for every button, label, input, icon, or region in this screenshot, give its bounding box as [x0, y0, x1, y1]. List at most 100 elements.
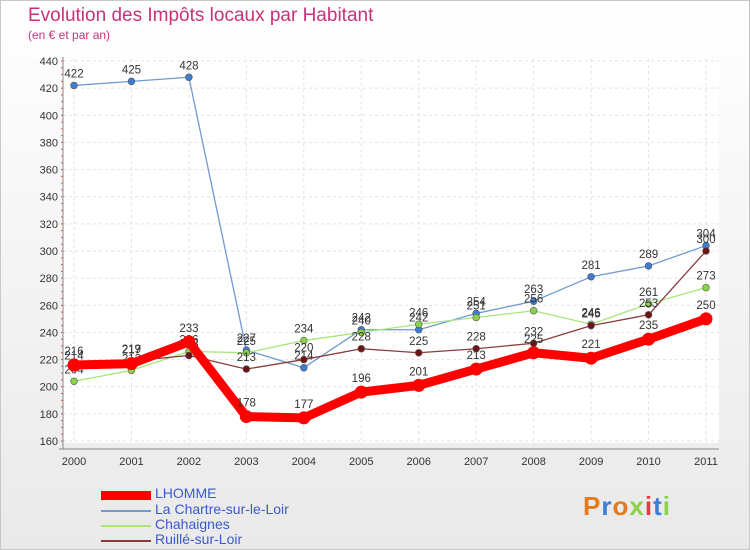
data-label: 214 [64, 351, 84, 363]
legend-swatch-ruille [101, 540, 151, 542]
x-tick-label: 2010 [636, 456, 660, 468]
x-tick-label: 2009 [579, 456, 603, 468]
data-point [702, 283, 710, 292]
data-label: 219 [122, 344, 141, 356]
data-point [70, 377, 78, 385]
data-point [699, 312, 713, 326]
data-point [644, 262, 653, 270]
data-label: 225 [237, 336, 256, 348]
data-point [644, 300, 653, 308]
data-point [644, 311, 653, 319]
data-label: 201 [409, 366, 428, 378]
data-label: 233 [179, 323, 198, 335]
data-label: 246 [409, 307, 428, 319]
data-label: 254 [467, 296, 487, 308]
legend-swatch-chahaignes [101, 525, 151, 527]
chart-title: Evolution des Impôts locaux par Habitant [28, 5, 374, 26]
logo-letter: o [612, 491, 630, 521]
data-label: 246 [581, 307, 600, 319]
data-label: 196 [352, 373, 371, 385]
data-point [185, 73, 193, 81]
data-point [67, 358, 81, 372]
data-label: 177 [294, 399, 313, 411]
data-label: 281 [581, 260, 600, 272]
x-tick-label: 2000 [62, 456, 86, 468]
x-tick-label: 2004 [292, 456, 316, 468]
data-label: 216 [64, 346, 83, 358]
legend-label-lhomme: LHOMME [155, 485, 217, 501]
data-point [584, 351, 598, 365]
data-point [297, 411, 311, 425]
y-tick-label: 200 [40, 382, 58, 394]
data-point [239, 410, 253, 424]
series-line-2 [73, 250, 707, 370]
data-point [182, 335, 196, 349]
legend-label-la-chartre: La Chartre-sur-le-Loir [155, 501, 289, 517]
data-label: 217 [122, 345, 141, 357]
y-tick-label: 300 [40, 246, 58, 258]
legend-label-ruille: Ruillé-sur-Loir [155, 531, 243, 547]
y-tick-label: 400 [40, 110, 58, 122]
data-label: 234 [294, 324, 314, 336]
series-line-1 [73, 287, 707, 382]
y-tick-label: 220 [40, 355, 58, 367]
y-tick-label: 340 [40, 192, 58, 204]
data-point [529, 297, 538, 305]
data-label: 228 [467, 332, 486, 344]
data-label: 273 [696, 271, 715, 283]
y-tick-label: 420 [40, 83, 58, 95]
logo-letter: t [653, 491, 663, 521]
x-tick-label: 2007 [464, 456, 488, 468]
logo-letter: x [629, 491, 645, 521]
logo-letter: i [644, 491, 654, 521]
data-point [70, 81, 78, 90]
y-tick-label: 380 [40, 137, 58, 149]
data-label: 422 [64, 68, 83, 80]
x-tick-label: 2008 [521, 456, 545, 468]
data-label: 240 [352, 315, 371, 327]
data-point [357, 345, 365, 353]
y-tick-label: 360 [40, 165, 58, 177]
data-label: 228 [352, 332, 371, 344]
data-label: 425 [122, 64, 141, 76]
data-point [300, 336, 308, 345]
data-label: 225 [409, 336, 428, 348]
data-label: 304 [696, 229, 716, 241]
data-label: 232 [524, 326, 543, 338]
data-point [354, 385, 368, 399]
data-label: 253 [639, 298, 658, 310]
series-line-3 [73, 314, 708, 423]
y-tick-label: 320 [40, 219, 58, 231]
data-label: 256 [524, 294, 543, 306]
data-label: 235 [639, 320, 658, 332]
data-point [587, 321, 595, 330]
data-point [527, 346, 541, 360]
data-label: 213 [467, 350, 486, 362]
data-point [127, 77, 136, 86]
x-tick-label: 2011 [694, 456, 718, 468]
data-label: 263 [524, 284, 543, 296]
data-label: 221 [581, 339, 600, 351]
data-point [415, 349, 423, 357]
x-tick-label: 2006 [406, 456, 430, 468]
data-point [472, 345, 480, 353]
data-label: 225 [524, 334, 543, 346]
x-tick-label: 2003 [234, 456, 258, 468]
legend-label-chahaignes: Chahaignes [155, 516, 230, 532]
data-label: 261 [639, 287, 658, 299]
proxiti-logo: Proxiti [583, 491, 671, 522]
data-point [472, 313, 480, 322]
data-label: 250 [696, 300, 715, 312]
data-point [300, 364, 308, 372]
data-point [469, 362, 483, 376]
data-point [642, 332, 656, 346]
data-label: 213 [237, 352, 256, 364]
x-tick-label: 2005 [349, 456, 373, 468]
legend-swatch-lhomme [101, 491, 151, 500]
data-point [300, 355, 308, 364]
data-point [412, 378, 426, 392]
y-tick-label: 160 [40, 436, 58, 448]
logo-letter: i [662, 491, 671, 521]
